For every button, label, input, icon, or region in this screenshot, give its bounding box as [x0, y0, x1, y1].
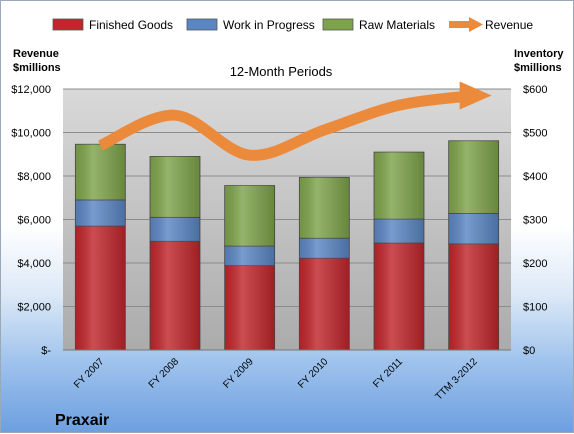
- revenue-arrowhead: [459, 81, 492, 110]
- left-axis-label-line1: Revenue: [13, 48, 59, 60]
- category-label: FY 2010: [296, 356, 331, 391]
- bar-work-in-progress: [373, 218, 425, 244]
- right-axis-label-line1: Inventory: [514, 48, 564, 60]
- right-tick-label: $400: [523, 171, 547, 183]
- gridlines: [63, 88, 511, 307]
- bar-raw-materials: [149, 156, 201, 218]
- left-tick-label: $-: [41, 345, 51, 357]
- right-tick-label: $300: [523, 215, 547, 227]
- bar-finished-goods: [74, 225, 126, 351]
- bar-finished-goods: [224, 265, 276, 351]
- left-tick-label: $12,000: [11, 84, 51, 96]
- bar-raw-materials: [74, 143, 126, 201]
- left-axis-label-line2: $millions: [13, 62, 61, 74]
- bar-finished-goods: [373, 242, 425, 351]
- revenue-curve: [97, 90, 475, 161]
- right-tick-label: $600: [523, 84, 547, 96]
- bar-raw-materials: [224, 185, 276, 247]
- left-tick-label: $10,000: [11, 128, 51, 140]
- legend-item-work-in-progress: Work in Progress: [186, 18, 315, 32]
- bars: [74, 140, 500, 351]
- right-tick-label: $500: [523, 128, 547, 140]
- bar-finished-goods: [448, 243, 500, 351]
- company-name: Praxair: [55, 412, 109, 429]
- revenue-line: [97, 81, 492, 161]
- category-label: FY 2007: [72, 356, 107, 391]
- legend-item-raw-materials: Raw Materials: [322, 18, 435, 32]
- legend-label: Work in Progress: [223, 18, 315, 32]
- legend-label: Finished Goods: [89, 18, 173, 32]
- legend: Finished Goods Work in Progress Raw Materi…: [52, 17, 533, 32]
- right-tick-label: $100: [523, 302, 547, 314]
- bar-finished-goods: [149, 240, 201, 351]
- legend-item-finished-goods: Finished Goods: [52, 18, 173, 32]
- category-label: FY 2011: [371, 356, 405, 390]
- chart-title: 12-Month Periods: [230, 64, 333, 79]
- right-tick-label: $200: [523, 258, 547, 270]
- right-axis-label-line2: $millions: [514, 62, 562, 74]
- legend-item-revenue: Revenue: [449, 17, 533, 32]
- right-tick-label: $0: [523, 345, 535, 357]
- left-tick-label: $4,000: [17, 258, 51, 270]
- category-label: FY 2009: [221, 356, 256, 391]
- left-tick-label: $6,000: [17, 215, 51, 227]
- bar-raw-materials: [298, 176, 350, 239]
- category-label: FY 2008: [147, 356, 182, 391]
- bar-finished-goods: [298, 257, 350, 351]
- legend-label: Raw Materials: [359, 18, 435, 32]
- bar-work-in-progress: [448, 213, 500, 245]
- bar-work-in-progress: [74, 199, 126, 227]
- category-label: TTM 3-2012: [433, 356, 480, 403]
- bar-work-in-progress: [224, 245, 276, 267]
- bar-work-in-progress: [149, 216, 201, 242]
- bar-work-in-progress: [298, 237, 350, 259]
- left-tick-label: $8,000: [17, 171, 51, 183]
- bar-raw-materials: [448, 140, 500, 214]
- left-tick-label: $2,000: [17, 302, 51, 314]
- legend-label: Revenue: [485, 18, 533, 32]
- bar-raw-materials: [373, 151, 425, 220]
